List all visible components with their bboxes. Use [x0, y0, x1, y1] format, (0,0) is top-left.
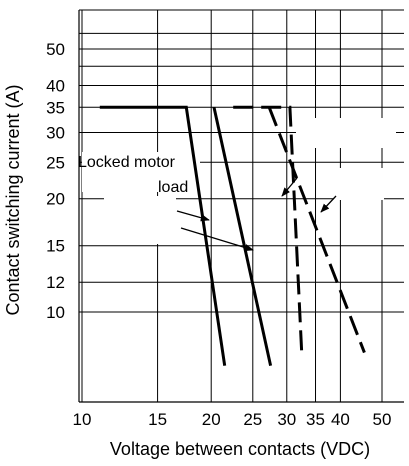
annotation-arrow: [281, 177, 298, 197]
y-tick-label: 25: [46, 153, 65, 172]
series-line-4: [267, 106, 366, 354]
x-tick-label: 10: [73, 410, 92, 429]
x-tick-label: 40: [331, 410, 350, 429]
series-line-3: [233, 105, 304, 353]
x-tick-label: 30: [277, 410, 296, 429]
series-lines: [99, 105, 366, 367]
series-line-1: [99, 105, 227, 366]
y-tick-label: 50: [46, 40, 65, 59]
tick-labels: 10 15 20 25 30 35 40 50 10 12 15 20 25 30 35 40 50: [46, 40, 391, 429]
y-tick-label: 40: [46, 76, 65, 95]
grid-gaps: [82, 118, 396, 244]
y-tick-label: 20: [46, 190, 65, 209]
y-tick-label: 30: [46, 123, 65, 142]
annotation-arrow: [176, 210, 210, 222]
x-tick-label: 25: [243, 410, 262, 429]
annotation: Locked motor load: [78, 154, 337, 252]
y-tick-label: 35: [46, 98, 65, 117]
y-tick-label: 15: [46, 237, 65, 256]
y-tick-label: 10: [46, 303, 65, 322]
x-axis-label: Voltage between contacts (VDC): [110, 439, 370, 459]
x-tick-label: 35: [306, 410, 325, 429]
grid-gap: [148, 200, 176, 244]
annotation-line-2: load: [158, 179, 188, 196]
series-line-2: [212, 106, 273, 367]
x-tick-label: 15: [148, 410, 167, 429]
grid-gap: [334, 168, 384, 200]
x-tick-label: 50: [373, 410, 392, 429]
grid-gap: [296, 118, 396, 148]
x-tick-label: 20: [202, 410, 221, 429]
annotation-arrow: [320, 195, 337, 213]
y-axis-label: Contact switching current (A): [3, 84, 23, 315]
annotation-line-1: Locked motor: [78, 154, 176, 171]
annotation-arrow: [180, 227, 254, 252]
y-tick-label: 12: [46, 273, 65, 292]
grid-gap: [82, 152, 200, 192]
